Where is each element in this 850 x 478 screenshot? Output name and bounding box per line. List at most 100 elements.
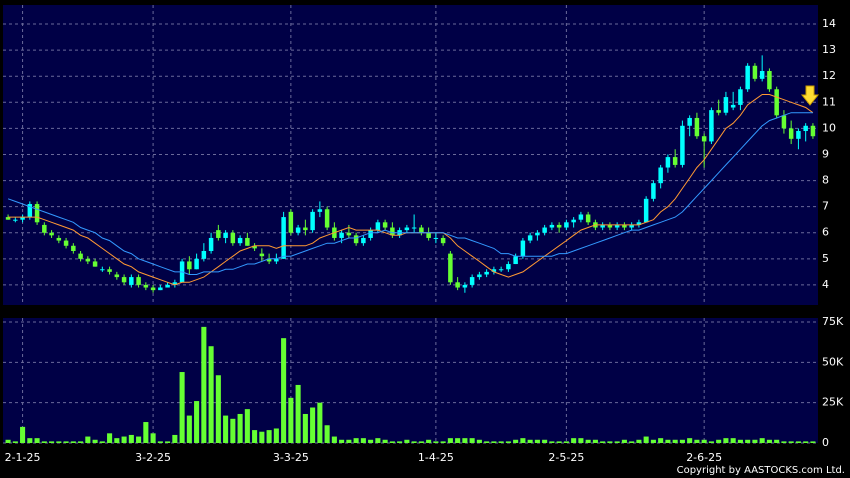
- candle-body: [549, 224, 555, 228]
- candle-body: [767, 71, 772, 90]
- volume-bar: [447, 438, 453, 443]
- volume-bar: [368, 439, 374, 443]
- candle-body: [295, 227, 301, 233]
- volume-bar: [418, 441, 424, 443]
- candle-body: [85, 258, 91, 262]
- candle-body: [266, 258, 272, 262]
- volume-bar: [556, 441, 562, 443]
- volume-bar: [803, 441, 809, 443]
- candle-body: [709, 110, 714, 142]
- volume-bar: [56, 441, 62, 443]
- candle-body: [353, 235, 359, 244]
- candle-body: [578, 214, 584, 220]
- candle-body: [752, 65, 758, 79]
- y-tick-label: 11: [822, 95, 836, 108]
- candle-body: [42, 224, 47, 233]
- candle-body: [636, 222, 642, 225]
- volume-bar: [397, 441, 403, 443]
- volume-bar: [266, 430, 272, 443]
- candle-body: [469, 277, 475, 285]
- y-tick-label: 7: [822, 200, 829, 213]
- volume-bar: [687, 438, 693, 443]
- y-tick-label: 12: [822, 69, 836, 82]
- candle-body: [78, 253, 83, 259]
- candle-body: [738, 89, 743, 105]
- volume-bar: [237, 413, 243, 443]
- volume-bar: [230, 418, 236, 443]
- candle-body: [607, 224, 613, 228]
- candle-body: [788, 128, 794, 139]
- volume-bar: [215, 375, 221, 443]
- candle-body: [172, 282, 178, 285]
- candle-body: [208, 237, 214, 251]
- candle-body: [723, 97, 729, 113]
- candle-body: [129, 277, 134, 285]
- volume-bar: [411, 441, 417, 443]
- volume-bar: [469, 438, 475, 443]
- candle-body: [527, 235, 533, 241]
- volume-bar: [810, 441, 816, 443]
- volume-bar: [78, 441, 84, 443]
- volume-bar: [12, 441, 18, 443]
- candle-body: [680, 125, 685, 165]
- volume-bar: [150, 433, 156, 443]
- volume-bar: [136, 436, 142, 443]
- x-tick-label: 1-4-25: [418, 451, 454, 464]
- volume-bar: [194, 401, 200, 443]
- volume-bar: [513, 439, 519, 443]
- candle-body: [13, 219, 18, 221]
- candle-body: [20, 217, 25, 220]
- candle-body: [614, 224, 620, 228]
- volume-bar: [643, 436, 649, 443]
- volume-bar: [694, 439, 700, 443]
- candle-body: [230, 232, 236, 244]
- volume-bar: [259, 431, 265, 443]
- moving-average-line: [7, 112, 813, 275]
- candle-body: [252, 245, 257, 249]
- candle-body: [651, 183, 656, 199]
- volume-bar: [708, 441, 714, 443]
- volume-bar: [324, 425, 330, 443]
- volume-bar: [302, 413, 308, 443]
- volume-bar: [672, 439, 678, 443]
- volume-bar: [186, 415, 192, 443]
- candle-body: [643, 198, 649, 223]
- candle-body: [564, 222, 569, 228]
- candle-body: [150, 287, 156, 291]
- volume-bar: [716, 439, 722, 443]
- candle-body: [361, 237, 366, 244]
- candle-body: [796, 131, 801, 139]
- volume-bar: [34, 438, 40, 443]
- volume-bar: [252, 430, 258, 443]
- volume-bar: [92, 439, 98, 443]
- candle-body: [375, 222, 381, 231]
- y-tick-label: 10: [822, 121, 836, 134]
- candle-body: [687, 117, 692, 126]
- volume-bar: [20, 426, 26, 443]
- candle-body: [143, 284, 149, 288]
- candle-body: [520, 240, 526, 257]
- candle-body: [158, 287, 163, 291]
- y-tick-label: 6: [822, 226, 829, 239]
- candle-body: [114, 274, 120, 278]
- candle-body: [339, 232, 344, 238]
- candle-body: [368, 230, 373, 238]
- candle-body: [5, 217, 11, 220]
- volume-bar: [310, 407, 316, 443]
- volume-bar: [737, 439, 743, 443]
- volume-bar: [498, 441, 504, 443]
- volume-bar: [440, 441, 446, 443]
- volume-bar: [650, 439, 656, 443]
- volume-bar: [27, 438, 33, 443]
- volume-bar: [223, 415, 229, 443]
- candle-body: [803, 125, 808, 131]
- candle-body: [781, 115, 787, 129]
- candle-body: [701, 136, 707, 142]
- volume-bar: [5, 439, 11, 443]
- candle-body: [600, 224, 605, 228]
- volume-bar: [455, 438, 461, 443]
- volume-bar: [172, 434, 178, 443]
- candle-body: [440, 237, 446, 244]
- x-tick-label: 3-3-25: [273, 451, 309, 464]
